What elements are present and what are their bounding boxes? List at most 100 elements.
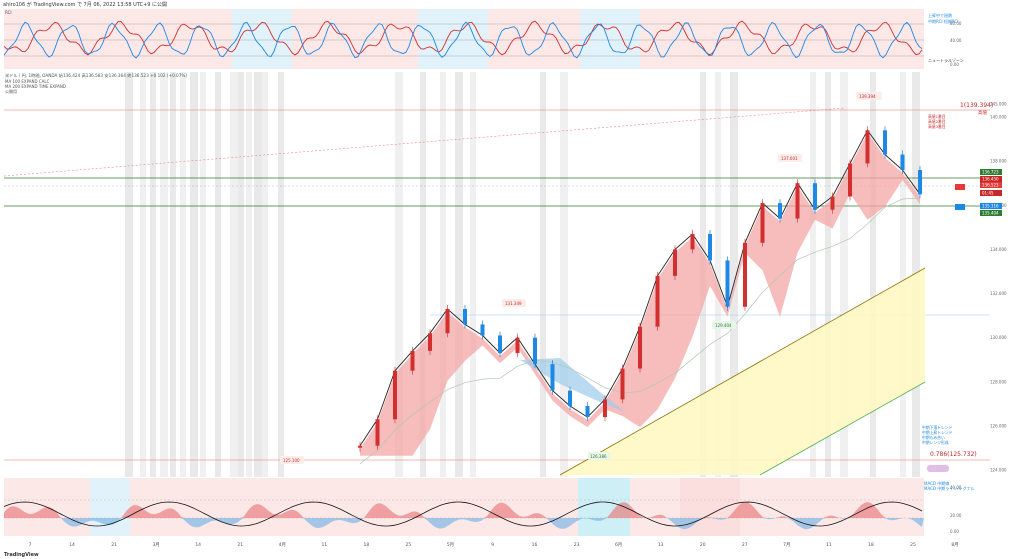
bottom-scale-20: 20.00 — [950, 513, 962, 518]
candle — [585, 406, 590, 418]
candle — [620, 368, 625, 400]
x-tick-label: 16 — [532, 542, 538, 548]
candles — [358, 126, 922, 452]
candle — [533, 337, 537, 365]
price-scale-label: 126.000 — [990, 423, 1007, 428]
candle — [830, 196, 835, 210]
candle — [550, 364, 555, 391]
x-tick-label: 14 — [69, 542, 75, 548]
candle — [673, 249, 677, 276]
sub-line-2: MA 200 EXPAND TIME EXPAND — [5, 84, 66, 89]
session-band — [170, 72, 176, 477]
top-scale-0: 0.00 — [950, 62, 959, 67]
price-tag — [980, 169, 1002, 175]
candle — [725, 260, 730, 307]
candle — [358, 445, 362, 448]
price-tag-label: 01:45 — [982, 191, 994, 196]
candle — [638, 326, 642, 369]
bottom-panel: 40.00 20.00 0.00 MACD 中期線 MACD 中期ライン/シグナ… — [3, 478, 975, 536]
session-band — [455, 72, 463, 477]
neutral-zone-label: ニュートラルゾーン — [928, 57, 964, 63]
session-band — [560, 72, 568, 477]
note-red-2: 高値2番目 — [928, 119, 946, 124]
sub-line-3: 公開用 — [5, 89, 17, 94]
candle — [743, 242, 747, 307]
top-scale-80: 80.00 — [950, 21, 962, 26]
badge-126: 126.386 — [590, 454, 607, 459]
session-band — [420, 72, 426, 477]
price-tag-label: 135.404 — [982, 211, 999, 216]
x-tick-label: 23 — [574, 542, 580, 548]
candle — [463, 308, 467, 325]
session-band — [262, 72, 268, 477]
top-legend-2: 中期RCI 短期RCI — [928, 18, 958, 24]
symbol-line: 米ドル / 円, 1時間, OANDA 始136.424 高136.583 安1… — [5, 73, 187, 78]
session-band — [540, 72, 546, 477]
x-tick-label: 14 — [195, 542, 201, 548]
candle — [568, 390, 572, 407]
note-red-1: 高値1番目 — [928, 114, 946, 119]
candle — [900, 154, 905, 170]
bottom-legend-2: MACD 中期ライン/シグナル — [924, 485, 975, 491]
price-tag — [980, 190, 1002, 196]
session-band — [278, 72, 284, 477]
session-band — [125, 72, 133, 477]
note-blue-3: 中期もみ合い — [922, 435, 945, 440]
badge-125: 125.100 — [283, 458, 300, 463]
fib-1-note: 高値 — [978, 109, 987, 116]
bottom-legend-1: MACD 中期線 — [924, 480, 949, 486]
price-tags: 136.723136.450136.523136.52301:45135.316… — [955, 169, 1002, 216]
bottom-scale-40: 40.00 — [950, 485, 962, 490]
price-scale-label: 132.000 — [990, 291, 1007, 296]
session-band — [160, 72, 168, 477]
candle — [918, 170, 922, 195]
session-band — [730, 72, 738, 477]
fib-0786-label: 0.786(125.732) — [930, 451, 977, 458]
price-scale-label: 130.000 — [990, 335, 1007, 340]
candle — [410, 350, 415, 371]
price-scale-label: 145.000 — [990, 101, 1007, 106]
x-tick-label: 11 — [321, 542, 327, 548]
main-panel: 139.394 137.001 131.349 129.404 126.386 … — [3, 72, 993, 477]
session-band — [140, 72, 146, 477]
current-time-marker — [955, 204, 965, 210]
x-tick-label: 6月 — [615, 542, 622, 548]
price-tag — [980, 182, 1002, 188]
candle — [445, 308, 450, 334]
session-band — [900, 72, 906, 477]
session-band — [470, 72, 476, 477]
session-band — [200, 72, 206, 477]
session-band — [238, 72, 244, 477]
x-axis: 7 14 21 3月 14 21 4月 11 18 25 5月 9 16 23 6月 13 20 27 7月 11 18… — [29, 542, 959, 548]
price-tag — [980, 176, 1002, 182]
candle — [603, 399, 607, 418]
candle — [375, 419, 380, 446]
candle — [778, 203, 782, 219]
session-band — [230, 72, 238, 477]
session-band — [190, 72, 198, 477]
x-tick-label: 3月 — [152, 542, 159, 548]
candle — [655, 275, 660, 327]
sub-line-1: MA 100 EXPAND CALC — [5, 79, 50, 84]
x-tick-label: 8月 — [951, 542, 958, 548]
price-scale-label: 140.000 — [990, 115, 1007, 120]
price-tag-label: 135.316 — [982, 204, 999, 209]
price-scale-label: 134.000 — [990, 247, 1007, 252]
x-tick-label: 7月 — [783, 542, 790, 548]
candle — [848, 163, 852, 197]
session-band — [870, 72, 876, 477]
price-tag-label: 136.450 — [982, 177, 999, 182]
session-band — [440, 72, 446, 477]
note-blue-2: 中期上昇トレンド — [922, 430, 953, 435]
note-blue-4: 中期レンジ形成 — [922, 440, 949, 445]
header-title: ahiro106 が TradingView.com で 7月 06, 2022… — [3, 2, 168, 8]
x-tick-label: 4月 — [279, 542, 286, 548]
note-blue-1: 中期下落トレンド — [922, 425, 953, 430]
x-tick-label: 21 — [111, 542, 117, 548]
session-band — [150, 72, 156, 477]
bottom-scale-0: 0.00 — [950, 529, 959, 534]
session-band — [246, 72, 252, 477]
candle — [515, 337, 520, 354]
session-band — [840, 72, 848, 477]
